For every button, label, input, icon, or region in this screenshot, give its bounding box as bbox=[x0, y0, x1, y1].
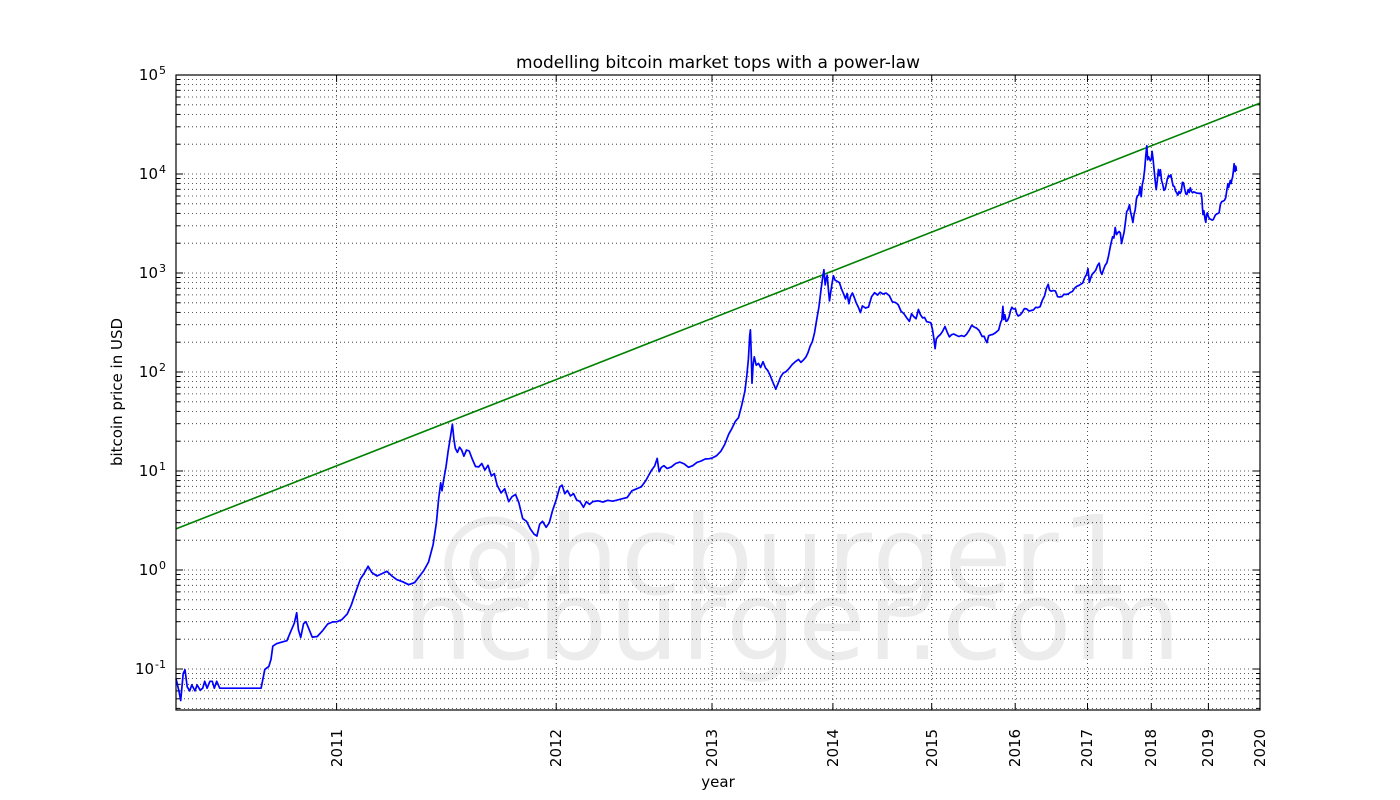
bitcoin-price-line bbox=[175, 144, 1238, 702]
y-tick-label: 101 bbox=[138, 459, 166, 480]
plot-frame bbox=[175, 74, 1261, 711]
y-axis-label: bitcoin price in USD bbox=[108, 317, 126, 467]
watermark-line2: hcburger.com bbox=[403, 557, 1183, 685]
x-tick-label: 2013 bbox=[703, 728, 722, 768]
y-tick-label: 10-1 bbox=[134, 657, 166, 678]
x-tick-label: 2020 bbox=[1251, 728, 1269, 768]
chart-title: modelling bitcoin market tops with a pow… bbox=[516, 53, 920, 73]
y-tick-label: 102 bbox=[138, 360, 166, 381]
x-tick-label: 2017 bbox=[1078, 728, 1097, 768]
x-tick-label: 2014 bbox=[823, 728, 842, 768]
x-tick-label: 2016 bbox=[1006, 728, 1025, 768]
x-tick-label: 2018 bbox=[1142, 728, 1161, 768]
x-tick-label: 2011 bbox=[327, 728, 346, 768]
x-tick-label: 2015 bbox=[922, 728, 941, 768]
x-tick-label: 2019 bbox=[1199, 728, 1218, 768]
x-axis-label: year bbox=[701, 773, 735, 791]
y-tick-label: 105 bbox=[138, 64, 166, 84]
y-tick-label: 100 bbox=[138, 558, 166, 579]
y-tick-label: 104 bbox=[138, 162, 166, 183]
y-tick-label: 103 bbox=[138, 261, 166, 282]
x-tick-label: 2012 bbox=[547, 728, 566, 768]
power-law-line bbox=[175, 102, 1261, 530]
